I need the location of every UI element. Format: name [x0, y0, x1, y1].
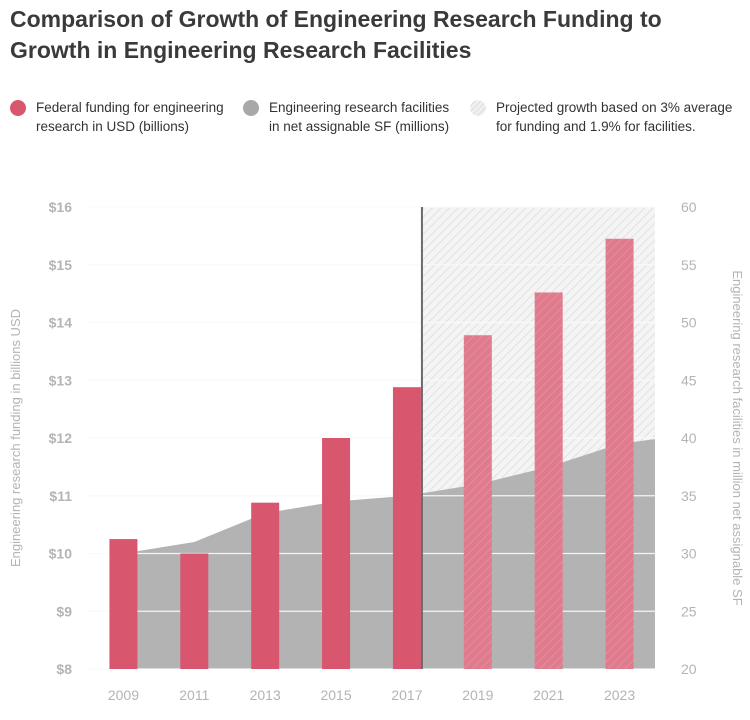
- right-axis-tick-label: 40: [681, 430, 697, 446]
- funding-bar-hatch: [605, 238, 634, 669]
- legend-item-funding: Federal funding for engineering research…: [10, 98, 230, 136]
- x-axis-tick-label: 2013: [250, 687, 281, 703]
- left-axis-title: Engineering research funding in billions…: [8, 309, 23, 567]
- left-axis-tick-label: $12: [49, 430, 73, 446]
- funding-bar: [392, 387, 421, 669]
- funding-bar: [251, 502, 280, 669]
- legend-label-projected: Projected growth based on 3% average for…: [496, 100, 733, 134]
- legend-item-projected: Projected growth based on 3% average for…: [470, 98, 745, 136]
- right-axis-title: Engineering research facilities in milli…: [730, 270, 745, 605]
- left-axis-tick-label: $10: [49, 546, 73, 562]
- funding-bar-hatch: [463, 335, 492, 669]
- left-axis-tick-label: $13: [49, 372, 73, 388]
- funding-bar: [180, 553, 209, 669]
- x-axis-tick-label: 2009: [108, 687, 139, 703]
- right-axis-tick-label: 45: [681, 372, 697, 388]
- left-axis-tick-label: $9: [56, 603, 72, 619]
- right-axis-tick-label: 60: [681, 199, 697, 215]
- left-axis-tick-label: $8: [56, 661, 72, 677]
- legend-label-funding: Federal funding for engineering research…: [36, 100, 224, 134]
- right-axis-tick-label: 35: [681, 488, 697, 504]
- x-axis-tick-label: 2021: [533, 687, 564, 703]
- right-axis-tick-label: 50: [681, 315, 697, 331]
- funding-bar: [109, 539, 138, 669]
- red-circle-icon: [10, 100, 26, 116]
- right-axis-tick-label: 55: [681, 257, 697, 273]
- right-axis-tick-label: 30: [681, 546, 697, 562]
- gray-circle-icon: [243, 100, 259, 116]
- legend-item-facilities: Engineering research facilities in net a…: [243, 98, 458, 136]
- funding-bar-hatch: [534, 292, 563, 669]
- chart-area: $8 $9 $10 $11 $12 $13 $14 $15 $16 20 25 30 35 40 45 50…: [8, 199, 745, 703]
- legend-label-facilities: Engineering research facilities in net a…: [269, 100, 450, 134]
- left-axis-tick-label: $15: [49, 257, 73, 273]
- chart-title: Comparison of Growth of Engineering Rese…: [10, 6, 662, 63]
- x-axis-tick-label: 2015: [320, 687, 351, 703]
- left-axis-tick-label: $11: [49, 488, 72, 504]
- left-axis-tick-label: $14: [49, 315, 73, 331]
- left-axis-tick-label: $16: [49, 199, 73, 215]
- hatched-circle-icon: [470, 100, 486, 116]
- right-axis-tick-label: 20: [681, 661, 697, 677]
- funding-bar: [322, 438, 351, 669]
- right-axis-tick-label: 25: [681, 603, 697, 619]
- x-axis-tick-label: 2017: [391, 687, 422, 703]
- x-axis-tick-label: 2023: [604, 687, 635, 703]
- x-axis-tick-label: 2011: [179, 687, 209, 703]
- x-axis-tick-label: 2019: [462, 687, 493, 703]
